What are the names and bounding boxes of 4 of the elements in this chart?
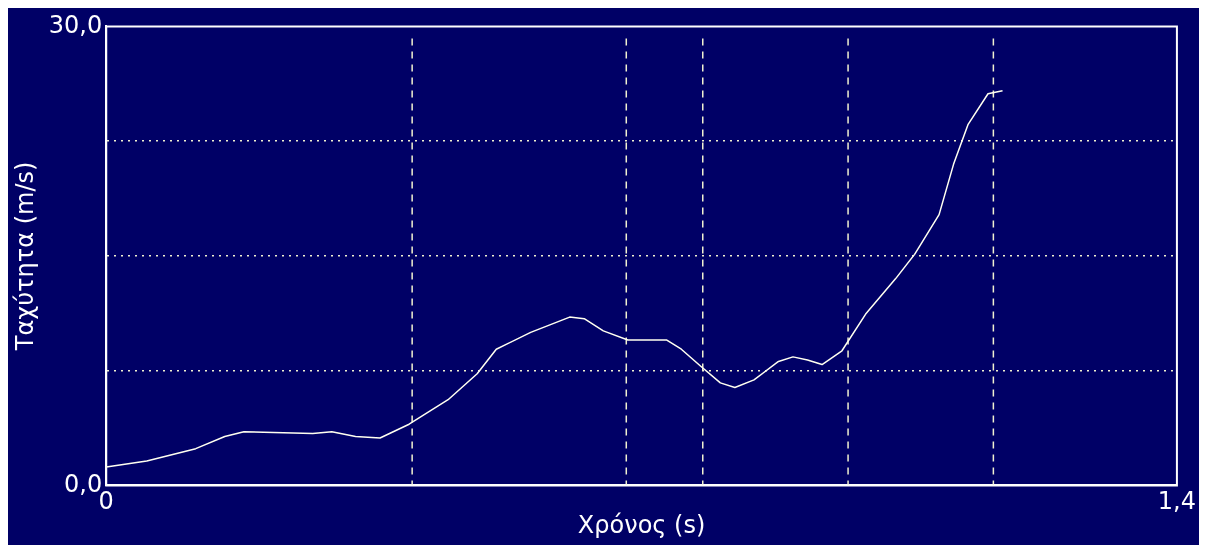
y-tick-label: 30,0: [48, 10, 103, 39]
x-tick-label: 1,4: [1157, 487, 1196, 516]
y-axis-title: Ταχύτητα (m/s): [10, 161, 39, 352]
x-axis-title: Χρόνος (s): [577, 510, 706, 539]
